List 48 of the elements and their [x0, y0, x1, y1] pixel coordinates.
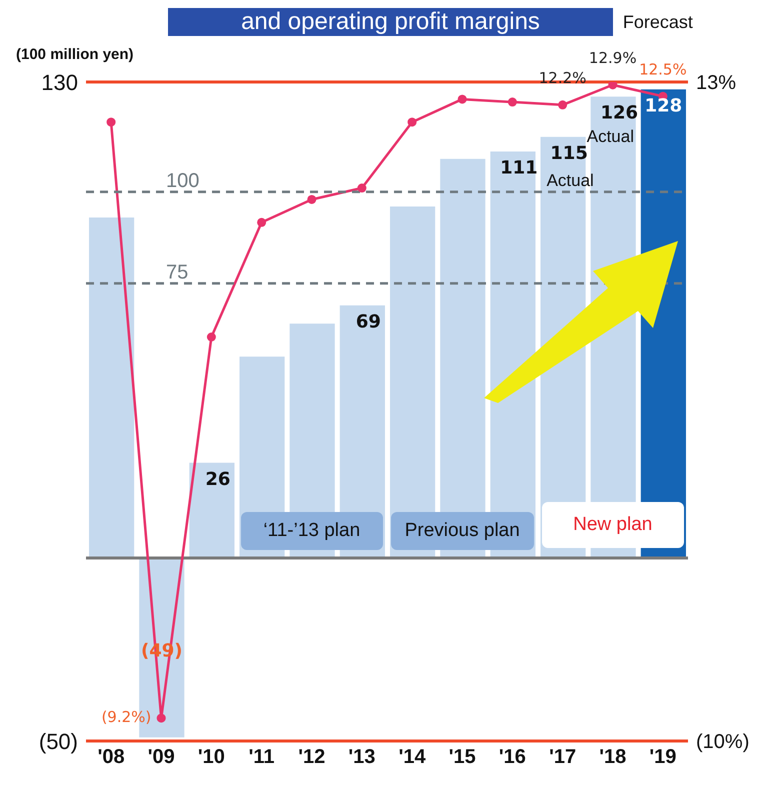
data-label: 111	[500, 158, 538, 179]
data-label: 12.5%	[639, 60, 687, 78]
label-box: ‘11-’13 plan	[240, 512, 383, 550]
point	[608, 82, 618, 90]
x-tick-label: '11	[248, 746, 275, 768]
y-axis-title: (100 million yen)	[16, 46, 134, 63]
data-label: 12.9%	[588, 48, 637, 67]
title-box: and operating profit margins	[168, 8, 613, 36]
point	[408, 118, 417, 127]
x-tick-label: '16	[498, 746, 526, 768]
text: Forecast	[622, 12, 693, 33]
bar	[89, 217, 134, 558]
point	[156, 714, 166, 723]
y-tick-label: (50)	[38, 728, 78, 754]
y-tick-label: 130	[41, 70, 78, 95]
x-tick-label: '19	[649, 746, 676, 768]
x-tick-label: '09	[148, 746, 175, 768]
x-tick-label: '08	[98, 746, 125, 768]
data-label: 69	[356, 311, 381, 332]
data-label: 126	[600, 102, 638, 124]
annotation: Actual	[586, 126, 634, 146]
ref-line-label: 100	[166, 170, 200, 192]
data-label: (9.2%)	[101, 708, 152, 726]
point	[458, 94, 467, 104]
point	[257, 218, 266, 227]
y2-tick-label: (10%)	[696, 731, 750, 754]
ref-line-label: 75	[166, 261, 188, 284]
point	[206, 332, 216, 342]
x-tick-label: '14	[398, 746, 426, 768]
point	[508, 98, 517, 107]
x-tick-label: '17	[549, 746, 576, 768]
point	[307, 194, 316, 204]
annotation: Actual	[546, 170, 594, 191]
point	[106, 118, 116, 127]
bar	[189, 462, 234, 558]
x-tick-label: '18	[599, 746, 626, 768]
x-tick-label: '12	[298, 746, 326, 768]
point	[558, 100, 568, 110]
label-box: New plan	[542, 502, 684, 548]
point	[357, 184, 366, 193]
x-tick-label: '15	[448, 746, 476, 768]
data-label: 128	[644, 95, 682, 116]
x-tick-label: '13	[348, 746, 376, 768]
y2-tick-label: 13%	[696, 72, 736, 94]
label-box: Previous plan	[391, 512, 534, 550]
data-label: 115	[550, 142, 588, 164]
x-tick-label: '10	[198, 746, 225, 768]
data-label: 26	[205, 468, 230, 490]
